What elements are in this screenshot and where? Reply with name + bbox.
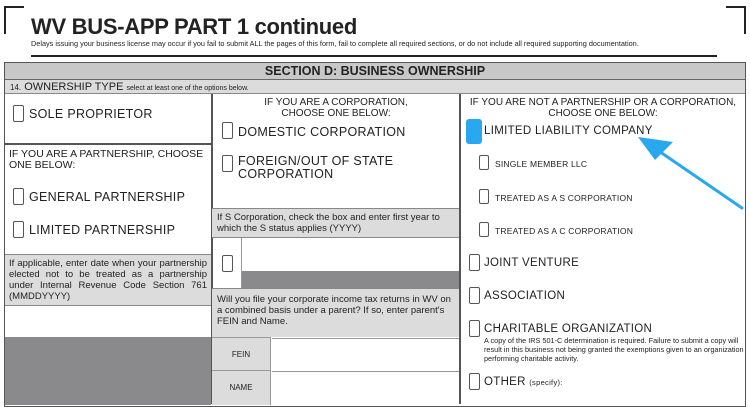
domestic-corporation-checkbox[interactable] xyxy=(222,122,233,139)
annotation-arrow-icon xyxy=(638,137,744,210)
association-label: ASSOCIATION xyxy=(484,290,566,302)
question-row: 14. OWNERSHIP TYPE select at least one o… xyxy=(5,80,745,94)
llc-checkbox-checked[interactable] xyxy=(466,119,482,144)
section-title-text: SECTION D: BUSINESS OWNERSHIP xyxy=(264,64,486,78)
limited-partnership-checkbox[interactable] xyxy=(13,221,24,238)
parent-name-input[interactable] xyxy=(272,371,459,403)
fein-label-text: FEIN xyxy=(231,350,251,359)
corporation-header: IF YOU ARE A CORPORATION, CHOOSE ONE BEL… xyxy=(213,97,459,119)
name-label: NAME xyxy=(212,370,271,405)
s-corp-note: If S Corporation, check the box and ente… xyxy=(212,208,459,238)
domestic-corporation-label: DOMESTIC CORPORATION xyxy=(238,125,406,139)
fein-label: FEIN xyxy=(212,337,271,370)
corner-mark xyxy=(4,6,24,34)
divider xyxy=(5,143,212,145)
charitable-checkbox[interactable] xyxy=(469,320,480,337)
parent-fein-input[interactable] xyxy=(272,338,459,370)
other-hint: (specify): xyxy=(529,378,563,387)
question-label: OWNERSHIP TYPE xyxy=(24,81,124,93)
shaded-area xyxy=(5,337,211,405)
combined-filing-note: Will you file your corporate income tax … xyxy=(212,288,459,337)
sole-proprietor-checkbox[interactable] xyxy=(13,105,24,122)
divider xyxy=(241,238,242,288)
joint-venture-label: JOINT VENTURE xyxy=(484,257,580,269)
other-entity-header-line: CHOOSE ONE BELOW: xyxy=(548,108,658,119)
election-note-text: If applicable, enter date when your part… xyxy=(9,258,207,302)
single-member-llc-label: SINGLE MEMBER LLC xyxy=(495,159,588,169)
question-number: 14. xyxy=(10,83,22,92)
s-corp-year-input[interactable] xyxy=(243,239,458,270)
page-title: WV BUS-APP PART 1 continued xyxy=(31,14,357,39)
shaded-area xyxy=(242,271,459,288)
llc-label: LIMITED LIABILITY COMPANY xyxy=(484,125,653,137)
question-instruction: select at least one of the options below… xyxy=(126,85,249,92)
corporation-header-line: IF YOU ARE A CORPORATION, xyxy=(264,97,408,108)
s-corp-checkbox[interactable] xyxy=(222,255,233,272)
page-subtitle: Delays issuing your business license may… xyxy=(31,39,639,48)
s-corp-llc-label: TREATED AS A S CORPORATION xyxy=(495,193,633,203)
limited-partnership-label: LIMITED PARTNERSHIP xyxy=(29,223,176,237)
charitable-note: A copy of the IRS 501-C determination is… xyxy=(484,336,744,363)
foreign-line: FOREIGN/OUT OF STATE xyxy=(238,154,394,168)
charitable-label: CHARITABLE ORGANIZATION xyxy=(484,323,653,335)
partnership-election-note: If applicable, enter date when your part… xyxy=(5,254,211,306)
other-checkbox[interactable] xyxy=(469,373,480,390)
c-corp-llc-checkbox[interactable] xyxy=(479,222,489,237)
divider xyxy=(31,55,717,57)
foreign-line: CORPORATION xyxy=(238,167,334,181)
sole-proprietor-label: SOLE PROPRIETOR xyxy=(29,107,153,121)
association-checkbox[interactable] xyxy=(469,287,480,304)
partnership-header: IF YOU ARE A PARTNERSHIP, CHOOSE ONE BEL… xyxy=(9,148,204,171)
column-divider xyxy=(459,94,461,404)
joint-venture-checkbox[interactable] xyxy=(469,254,480,271)
corner-mark xyxy=(726,6,746,34)
other-entity-header-line: IF YOU ARE NOT A PARTNERSHIP OR A CORPOR… xyxy=(469,97,737,108)
corporation-header-line: CHOOSE ONE BELOW: xyxy=(281,108,391,119)
section-title: SECTION D: BUSINESS OWNERSHIP xyxy=(5,63,745,80)
s-corp-llc-checkbox[interactable] xyxy=(479,189,489,204)
general-partnership-label: GENERAL PARTNERSHIP xyxy=(29,190,186,204)
other-label: OTHER (specify): xyxy=(484,376,563,388)
single-member-llc-checkbox[interactable] xyxy=(479,155,489,170)
election-date-input[interactable] xyxy=(6,307,210,336)
combined-note-text: Will you file your corporate income tax … xyxy=(217,294,451,327)
other-entity-header: IF YOU ARE NOT A PARTNERSHIP OR A CORPOR… xyxy=(461,97,745,119)
foreign-corporation-checkbox[interactable] xyxy=(222,155,233,172)
column-divider xyxy=(211,94,213,404)
c-corp-llc-label: TREATED AS A C CORPORATION xyxy=(495,226,634,236)
s-corp-note-text: If S Corporation, check the box and ente… xyxy=(217,212,440,234)
foreign-corporation-label: FOREIGN/OUT OF STATE CORPORATION xyxy=(238,155,393,181)
other-text: OTHER xyxy=(484,376,526,388)
general-partnership-checkbox[interactable] xyxy=(13,188,24,205)
name-label-text: NAME xyxy=(229,383,253,392)
